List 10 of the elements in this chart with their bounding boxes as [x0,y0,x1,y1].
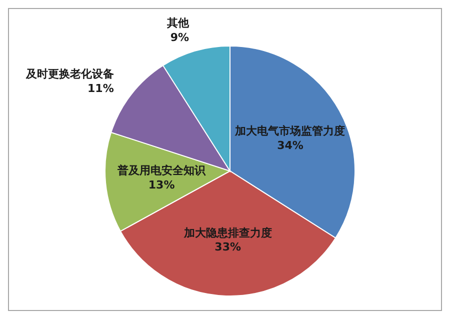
data-label: 33% [214,240,242,254]
data-label: 34% [277,138,304,152]
data-label: 13% [148,178,175,192]
data-label: 9% [170,30,189,44]
data-label: 11% [88,82,114,95]
slice-label: 普及用电安全知识 [116,164,207,178]
slice-label: 加大电气市场监管力度 [234,124,346,138]
slice-label: 加大隐患排查力度 [182,226,272,240]
slice-label: 其他 [166,16,190,30]
slice-label: 及时更换老化设备 [24,68,114,81]
